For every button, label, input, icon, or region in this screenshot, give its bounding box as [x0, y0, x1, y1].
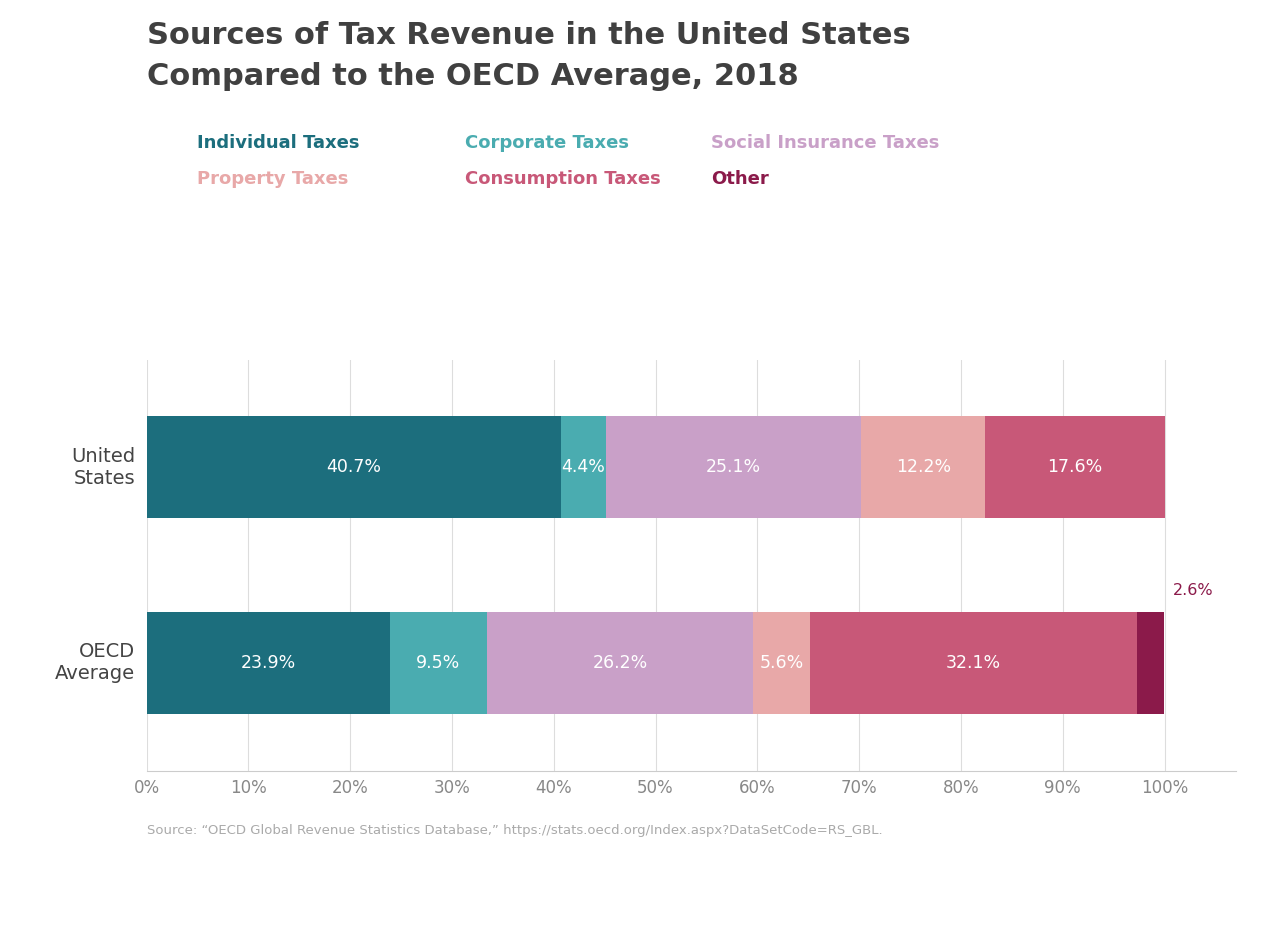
- Bar: [605, 417, 861, 518]
- Text: Sources of Tax Revenue in the United States: Sources of Tax Revenue in the United Sta…: [147, 21, 910, 50]
- Bar: [753, 612, 810, 714]
- Text: 26.2%: 26.2%: [592, 654, 647, 672]
- Text: 40.7%: 40.7%: [326, 459, 381, 476]
- Text: Property Taxes: Property Taxes: [197, 170, 349, 188]
- Text: 9.5%: 9.5%: [417, 654, 460, 672]
- Text: TAX FOUNDATION: TAX FOUNDATION: [23, 886, 210, 905]
- Text: @TaxFoundation: @TaxFoundation: [1097, 886, 1251, 905]
- Text: 23.9%: 23.9%: [241, 654, 296, 672]
- Text: 25.1%: 25.1%: [706, 459, 761, 476]
- Bar: [861, 417, 985, 518]
- Text: Source: “OECD Global Revenue Statistics Database,” https://stats.oecd.org/Index.: Source: “OECD Global Revenue Statistics …: [147, 824, 882, 837]
- Text: Compared to the OECD Average, 2018: Compared to the OECD Average, 2018: [147, 62, 799, 91]
- Text: 12.2%: 12.2%: [896, 459, 950, 476]
- Bar: [810, 612, 1136, 714]
- Text: 32.1%: 32.1%: [947, 654, 1001, 672]
- Text: Social Insurance Taxes: Social Insurance Taxes: [711, 134, 939, 151]
- Bar: [147, 612, 390, 714]
- Bar: [147, 417, 561, 518]
- Bar: [561, 417, 605, 518]
- Text: Individual Taxes: Individual Taxes: [197, 134, 361, 151]
- Text: 4.4%: 4.4%: [562, 459, 605, 476]
- Text: Other: Other: [711, 170, 768, 188]
- Bar: [1136, 612, 1163, 714]
- Bar: [985, 417, 1164, 518]
- Text: 5.6%: 5.6%: [759, 654, 804, 672]
- Text: Consumption Taxes: Consumption Taxes: [465, 170, 661, 188]
- Text: 2.6%: 2.6%: [1172, 584, 1213, 599]
- Bar: [390, 612, 487, 714]
- Text: 17.6%: 17.6%: [1047, 459, 1102, 476]
- Bar: [487, 612, 753, 714]
- Text: Corporate Taxes: Corporate Taxes: [465, 134, 629, 151]
